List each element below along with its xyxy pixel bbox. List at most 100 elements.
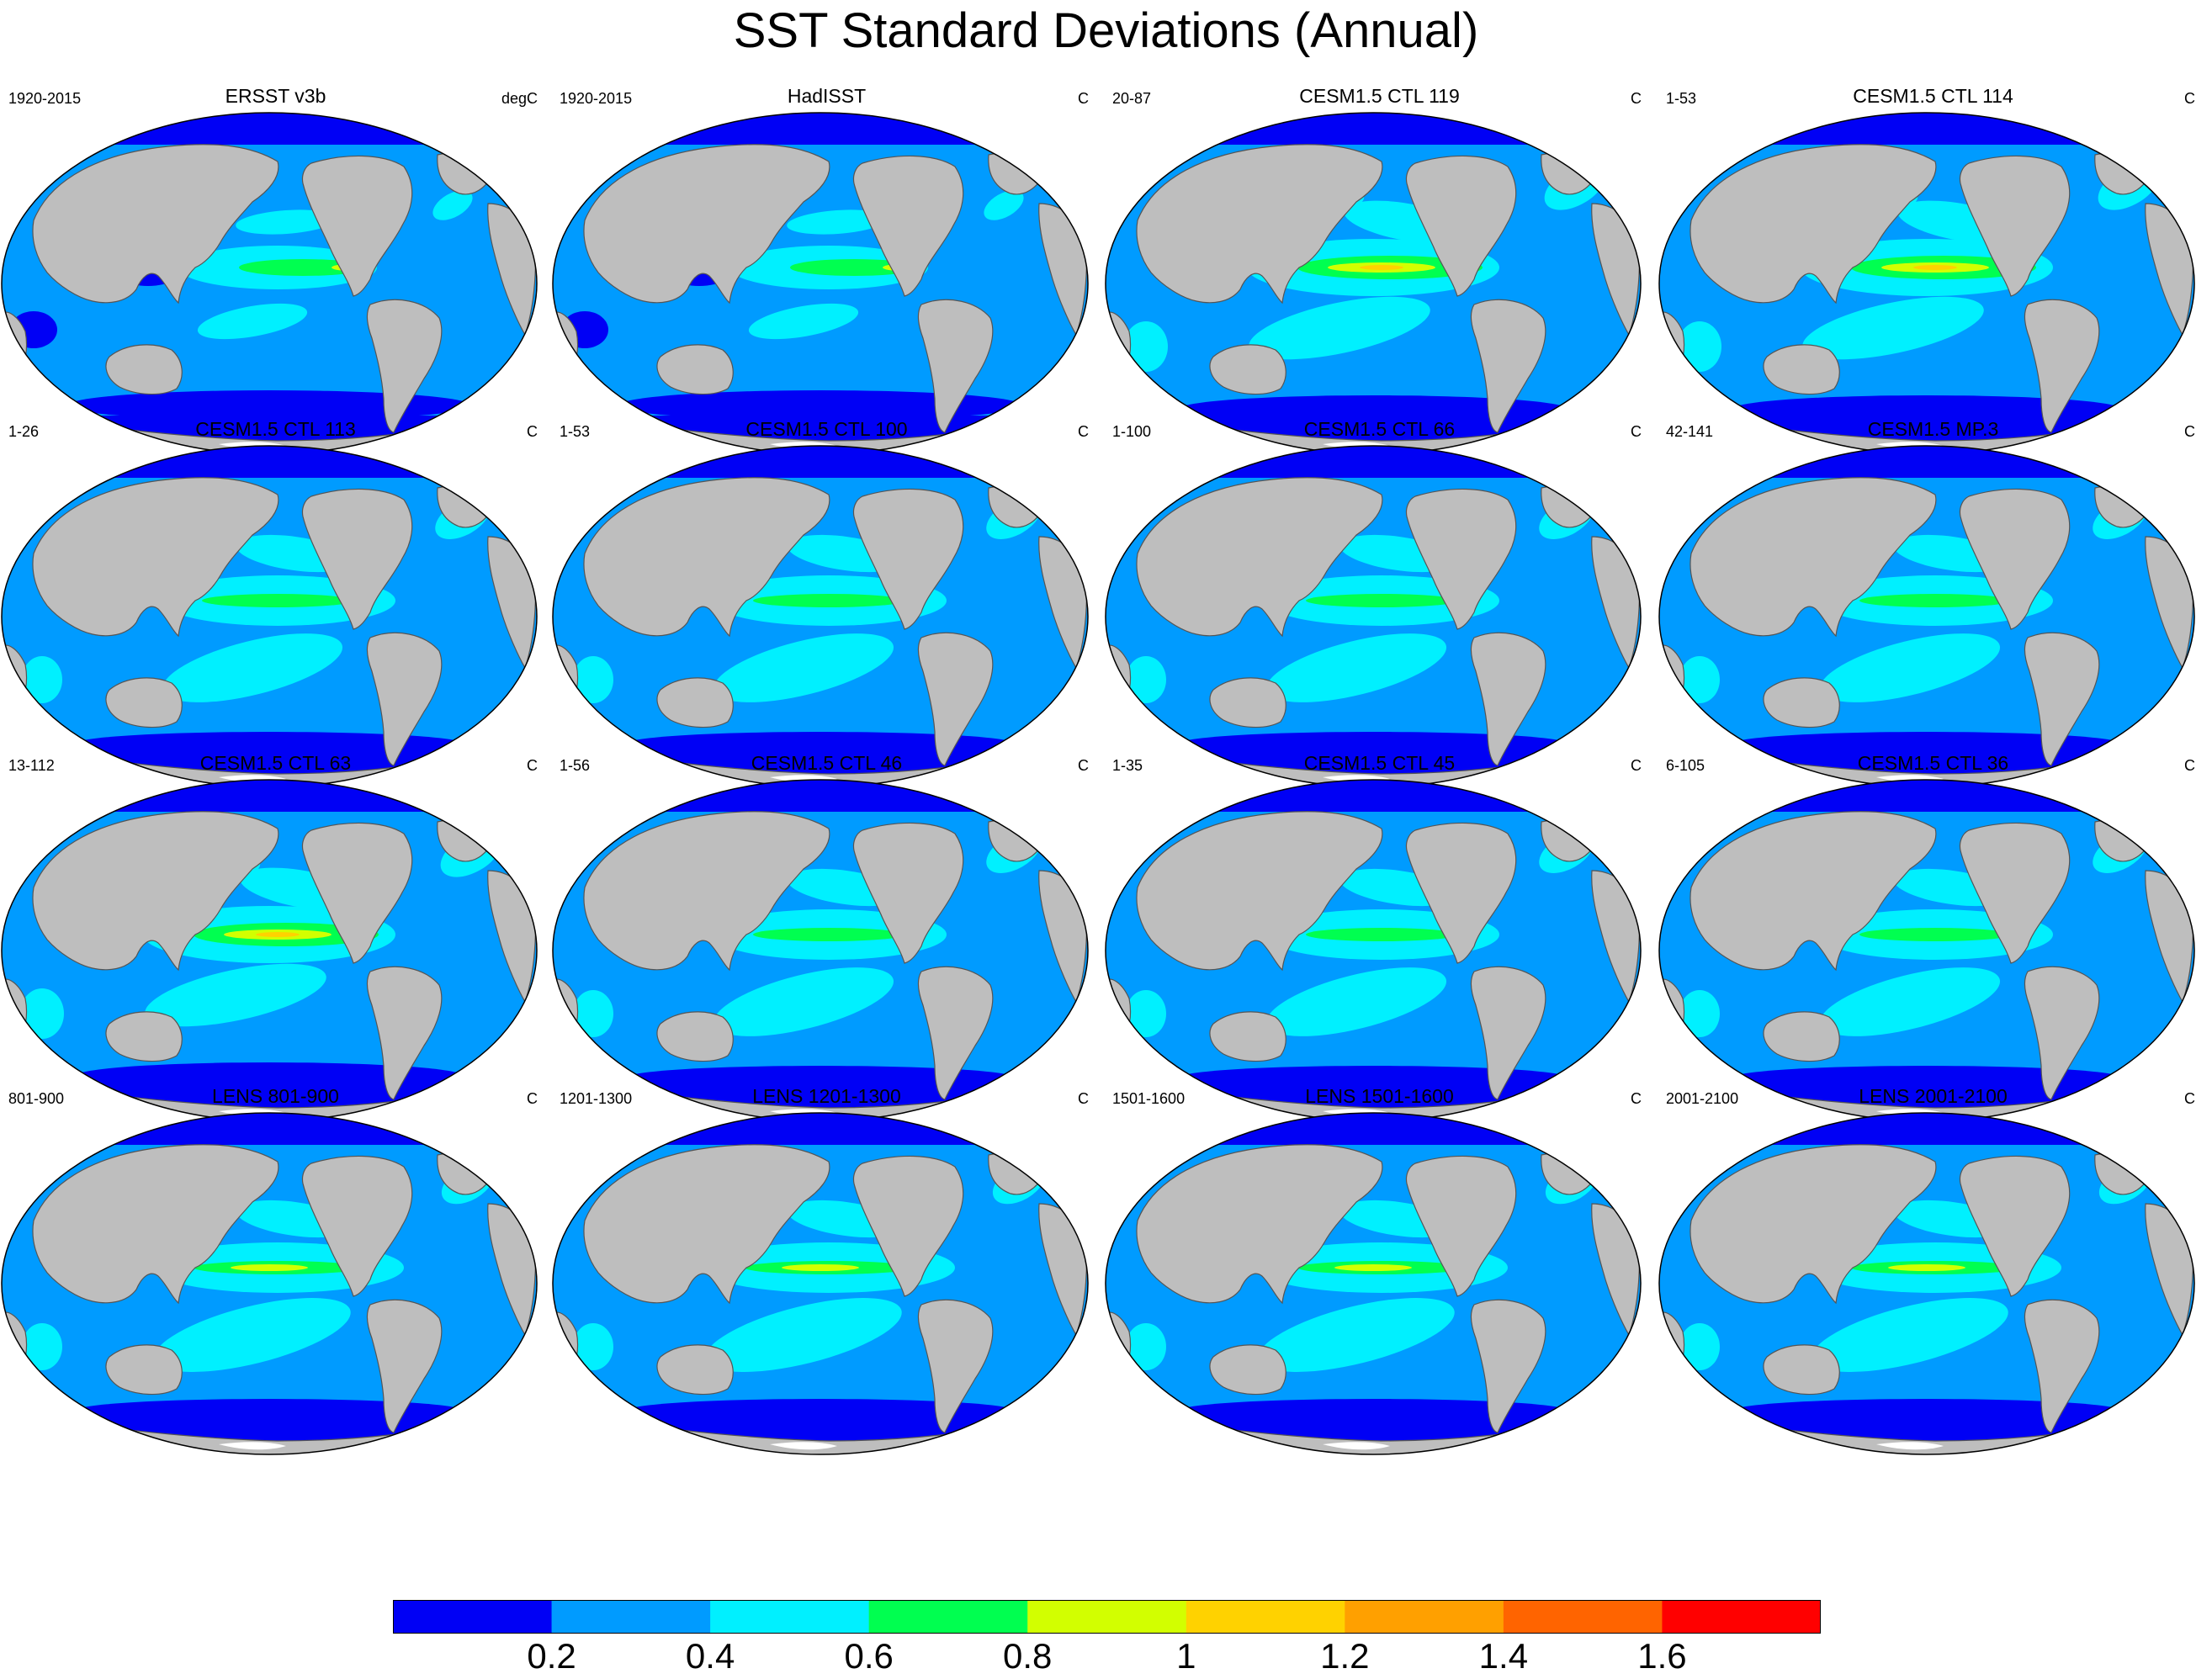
ice-shelf: [1323, 1442, 1390, 1450]
landmass-australia: [105, 677, 183, 728]
north-pacific-band: [236, 209, 337, 235]
colorbar-box: [393, 1600, 553, 1634]
gulf-stream-band: [432, 190, 473, 220]
colorbar-box: [1662, 1600, 1821, 1634]
indian-ocean-band: [573, 990, 613, 1037]
map-panel: CESM1.5 CTL 46 1-56 C: [551, 751, 1102, 1122]
colorbar-box: [1027, 1600, 1187, 1634]
ice-shelf: [219, 1442, 286, 1450]
sst-map: [1658, 1112, 2195, 1455]
southern-pacific-band: [1819, 633, 2001, 702]
landmass-australia: [1763, 344, 1840, 395]
sst-map: [1, 779, 538, 1122]
map-panel: CESM1.5 CTL 63 13-112 C: [0, 751, 551, 1122]
arctic-band: [553, 113, 1088, 145]
arctic-band: [2, 446, 537, 478]
panel-period: 1201-1300: [560, 1090, 633, 1107]
landmass-eurasia: [1690, 1144, 1937, 1305]
panel-title: LENS 1201-1300: [752, 1085, 901, 1107]
map-panel: CESM1.5 CTL 36 6-105 C: [1658, 751, 2209, 1122]
landmass-north-america: [301, 1155, 413, 1297]
landmass-north-america: [301, 822, 413, 964]
southern-pacific-band: [748, 303, 859, 340]
colorbar-box: [710, 1600, 870, 1634]
indian-ocean-band: [1679, 1323, 1720, 1370]
southern-pacific-band: [1819, 967, 2001, 1036]
panel-title: CESM1.5 CTL 36: [1857, 752, 2009, 774]
colorbar-boxes: [393, 1600, 1821, 1634]
arctic-band: [1106, 113, 1641, 145]
southern-pacific-band: [197, 303, 308, 340]
southern-ocean-band: [1733, 732, 2120, 755]
landmass-eurasia: [32, 811, 279, 972]
panel-units: C: [1631, 757, 1642, 774]
enso-peak: [782, 1264, 859, 1271]
enso-core: [790, 259, 918, 276]
indian-ocean-band: [1124, 321, 1168, 372]
colorbar-tick-label: 1.6: [1637, 1636, 1687, 1676]
panel-period: 1-26: [8, 423, 40, 440]
enso-peak: [231, 1264, 308, 1271]
panel-units: C: [1078, 1090, 1089, 1107]
map-panel: LENS 801-900 801-900 C: [0, 1084, 551, 1455]
panel-title: CESM1.5 CTL 45: [1303, 752, 1456, 774]
landmass-australia: [1209, 1344, 1286, 1396]
map-panel: CESM1.5 MP.3 42-141 C: [1658, 417, 2209, 788]
arctic-band: [1659, 780, 2194, 812]
southern-pacific-band: [713, 633, 894, 702]
landmass-north-america: [1959, 488, 2071, 630]
panel-period: 801-900: [8, 1090, 65, 1107]
colorbar-tick-label: 1.4: [1478, 1636, 1529, 1676]
landmass-australia: [656, 1011, 734, 1062]
panel-units: degC: [501, 90, 538, 107]
panel-period: 1501-1600: [1112, 1090, 1186, 1107]
indian-ocean-band: [22, 1323, 62, 1370]
enso-max: [1913, 265, 1957, 270]
enso-core: [1859, 594, 2011, 607]
sst-map: [1658, 445, 2195, 788]
indian-ocean-band: [1126, 1323, 1166, 1370]
panel-period: 2001-2100: [1666, 1090, 1739, 1107]
panel-title: CESM1.5 CTL 63: [199, 752, 352, 774]
southern-ocean-band: [1733, 395, 2120, 422]
southern-pacific-band: [1249, 296, 1430, 360]
southern-ocean-band: [1180, 1399, 1567, 1422]
landmass-north-america: [1405, 822, 1517, 964]
arctic-band: [1106, 780, 1641, 812]
landmass-south-america: [1470, 632, 1546, 766]
panel-period: 1-53: [1666, 90, 1697, 107]
panel-period: 20-87: [1112, 90, 1152, 107]
landmass-south-america: [2024, 632, 2100, 766]
panel-units: C: [2184, 757, 2195, 774]
landmass-eurasia: [583, 477, 830, 638]
landmass-eurasia: [32, 477, 279, 638]
colorbar: 0.2 0.4 0.6 0.8 1 1.2 1.4 1.6: [393, 1600, 1821, 1676]
indian-ocean-band: [20, 988, 64, 1039]
panel-title: CESM1.5 CTL 119: [1299, 85, 1460, 107]
sst-map: [1105, 445, 1642, 788]
sst-map: [1105, 1112, 1642, 1455]
landmass-australia: [1209, 344, 1286, 395]
enso-core: [753, 594, 904, 607]
map-panel: LENS 1201-1300 1201-1300 C: [551, 1084, 1102, 1455]
landmass-north-america: [1405, 1155, 1517, 1297]
landmass-north-america: [1959, 1155, 2071, 1297]
indian-ocean-band: [573, 1323, 613, 1370]
page-title: SST Standard Deviations (Annual): [733, 3, 1479, 58]
indian-ocean-band: [22, 656, 62, 703]
panel-period: 1-56: [560, 757, 591, 774]
landmass-north-america: [1959, 822, 2071, 964]
landmass-australia: [1763, 1011, 1840, 1062]
southern-ocean-band: [1733, 1066, 2120, 1089]
arctic-band: [553, 780, 1088, 812]
panel-title: CESM1.5 CTL 46: [751, 752, 903, 774]
ice-shelf: [770, 1442, 837, 1450]
panel-title: ERSST v3b: [225, 85, 326, 107]
panel-units: C: [527, 423, 538, 440]
arctic-band: [1659, 113, 2194, 145]
landmass-australia: [1763, 677, 1840, 728]
map-outline: [1658, 1112, 2195, 1455]
landmass-australia: [105, 344, 183, 395]
map-outline: [1105, 1112, 1642, 1455]
southern-ocean-band: [618, 390, 1022, 421]
